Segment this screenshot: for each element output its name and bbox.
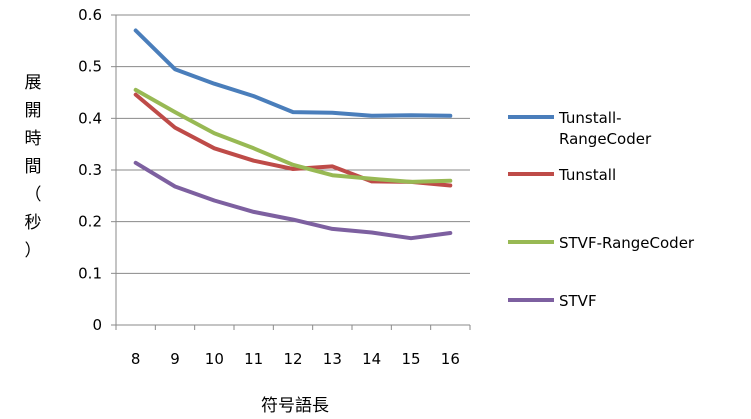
series-line-1 bbox=[133, 28, 453, 118]
legend-label: STVF-RangeCoder bbox=[559, 234, 695, 252]
x-tick-label: 14 bbox=[362, 350, 381, 368]
legend-label: Tunstall bbox=[558, 166, 616, 184]
y-axis-title-char: 時 bbox=[25, 129, 42, 149]
legend-label: Tunstall- bbox=[558, 109, 622, 127]
x-tick-label: 13 bbox=[323, 350, 342, 368]
y-axis-title-char: 展 bbox=[25, 73, 42, 93]
y-tick-label: 0.6 bbox=[78, 6, 102, 24]
y-axis-title-char: ） bbox=[25, 241, 42, 261]
y-tick-label: 0 bbox=[92, 316, 102, 334]
y-tick-label: 0.3 bbox=[78, 161, 102, 179]
x-tick-label: 9 bbox=[170, 350, 180, 368]
series-line-3 bbox=[133, 87, 453, 184]
x-tick-label: 16 bbox=[441, 350, 460, 368]
y-axis-title-char: （ bbox=[25, 185, 42, 205]
series-line-2 bbox=[133, 92, 453, 188]
x-tick-label: 8 bbox=[131, 350, 141, 368]
legend-label: RangeCoder bbox=[559, 130, 652, 148]
y-axis-title-char: 開 bbox=[25, 101, 42, 121]
y-axis-title-char: 間 bbox=[25, 157, 42, 177]
y-tick-label: 0.4 bbox=[78, 109, 102, 127]
y-tick-label: 0.1 bbox=[78, 264, 102, 282]
gridlines bbox=[116, 14, 470, 274]
x-tick-labels: 8 9 10 11 12 13 14 15 16 bbox=[131, 350, 460, 368]
x-tick-label: 15 bbox=[401, 350, 420, 368]
y-tick-label: 0.2 bbox=[78, 213, 102, 231]
series-line-4 bbox=[133, 160, 453, 241]
legend-label: STVF bbox=[559, 292, 597, 310]
axes bbox=[111, 14, 471, 330]
y-tick-label: 0.5 bbox=[78, 58, 102, 76]
legend: Tunstall- RangeCoder Tunstall STVF-RangeCod… bbox=[508, 109, 695, 310]
x-axis-title: 符号語長 bbox=[261, 396, 329, 416]
y-tick-labels: 0 0.1 0.2 0.3 0.4 0.5 0.6 bbox=[78, 6, 102, 334]
series-lines bbox=[133, 28, 453, 241]
x-tick-label: 11 bbox=[244, 350, 263, 368]
y-axis-title-char: 秒 bbox=[25, 213, 42, 233]
x-tick-label: 12 bbox=[283, 350, 302, 368]
x-tick-label: 10 bbox=[205, 350, 224, 368]
